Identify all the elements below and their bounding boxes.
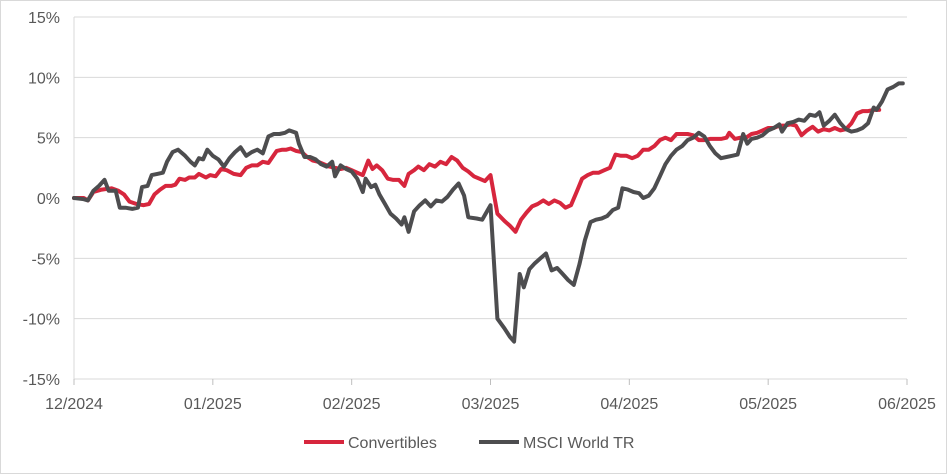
series-line-convertibles: [72, 107, 882, 234]
x-tick-label: 06/2025: [878, 396, 936, 413]
y-tick-label: -15%: [23, 372, 60, 389]
x-axis-tick-labels: 12/2024 01/2025 02/2025 03/2025 04/2025 05/20…: [45, 396, 936, 413]
x-tick-label: 04/2025: [600, 396, 658, 413]
y-tick-label: 15%: [28, 10, 60, 27]
y-tick-label: 5%: [37, 131, 60, 148]
legend-label: Convertibles: [348, 435, 437, 452]
y-tick-label: 0%: [37, 191, 60, 208]
series-line-msci-world-tr: [72, 81, 905, 344]
x-tick-label: 05/2025: [739, 396, 797, 413]
legend-label: MSCI World TR: [523, 435, 634, 452]
x-tick-label: 03/2025: [462, 396, 520, 413]
legend: Convertibles MSCI World TR: [304, 435, 634, 452]
x-tick-label: 02/2025: [323, 396, 381, 413]
axes: [73, 17, 908, 385]
y-tick-label: -10%: [23, 312, 60, 329]
y-axis-tick-labels: 15% 10% 5% 0% -5% -10% -15%: [23, 10, 60, 389]
x-tick-label: 01/2025: [184, 396, 242, 413]
y-tick-label: -5%: [32, 251, 60, 268]
y-tick-label: 10%: [28, 70, 60, 87]
x-tick-label: 12/2024: [45, 396, 103, 413]
series-lines: [72, 81, 905, 344]
gridlines: [74, 16, 907, 380]
